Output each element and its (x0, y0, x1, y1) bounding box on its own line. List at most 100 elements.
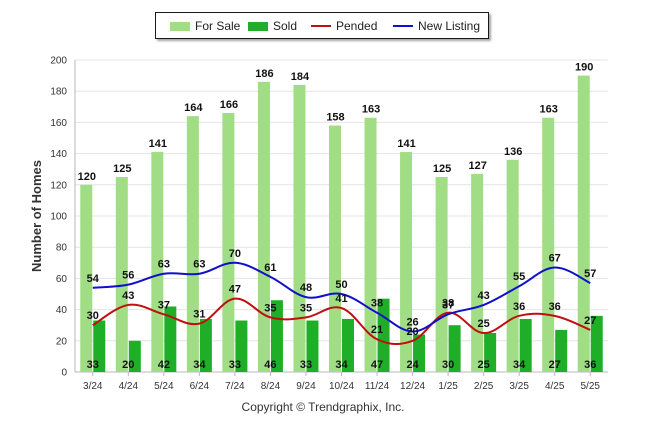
label-pended-5-24: 37 (158, 299, 170, 311)
bar-for-sale-5-24 (151, 152, 164, 372)
y-tick-label: 0 (61, 368, 67, 379)
bar-sold-7-24 (235, 320, 248, 372)
label-sold-3-25: 34 (513, 359, 526, 371)
label-for-sale-5-25: 190 (575, 62, 593, 74)
label-new-listing-12-24: 26 (406, 316, 418, 328)
bar-for-sale-5-25 (577, 75, 590, 372)
label-for-sale-10-24: 158 (326, 112, 344, 124)
x-tick-label: 4/25 (545, 381, 565, 392)
label-new-listing-7-24: 70 (229, 248, 241, 260)
label-pended-10-24: 41 (335, 293, 347, 305)
label-pended-7-24: 47 (229, 284, 241, 296)
x-tick-label: 5/24 (154, 381, 174, 392)
legend-line-new-listing (393, 25, 413, 27)
bar-sold-5-24 (164, 306, 177, 372)
x-tick-label: 10/24 (329, 381, 354, 392)
y-tick-label: 20 (56, 336, 68, 347)
label-new-listing-5-25: 57 (584, 268, 596, 280)
x-tick-label: 1/25 (438, 381, 458, 392)
line-pended (92, 297, 591, 346)
label-new-listing-10-24: 50 (335, 279, 347, 291)
bar-for-sale-2-25 (471, 173, 484, 372)
bar-sold-11-24 (377, 298, 390, 372)
bar-for-sale-11-24 (364, 117, 377, 372)
label-sold-9-24: 33 (300, 359, 312, 371)
bar-for-sale-4-24 (115, 177, 128, 372)
label-sold-11-24: 47 (371, 359, 383, 371)
label-sold-5-24: 42 (158, 359, 170, 371)
bar-sold-12-24 (413, 334, 426, 372)
label-new-listing-3-25: 55 (513, 271, 525, 283)
x-tick-label: 5/25 (580, 381, 600, 392)
label-sold-2-25: 25 (478, 359, 490, 371)
label-for-sale-3-25: 136 (504, 146, 522, 158)
legend-line-pended (311, 25, 331, 27)
x-tick-label: 4/24 (119, 381, 139, 392)
label-sold-8-24: 46 (264, 359, 276, 371)
label-new-listing-11-24: 38 (371, 298, 383, 310)
label-pended-8-24: 35 (264, 302, 276, 314)
bar-sold-9-24 (306, 320, 319, 372)
label-for-sale-6-24: 164 (184, 102, 203, 114)
copyright-text: Copyright © Trendgraphix, Inc. (241, 400, 405, 414)
label-sold-6-24: 34 (193, 359, 206, 371)
label-new-listing-5-24: 63 (158, 259, 170, 271)
label-sold-12-24: 24 (406, 359, 419, 371)
label-new-listing-4-25: 67 (549, 252, 561, 264)
label-for-sale-1-25: 125 (433, 163, 451, 175)
label-new-listing-3-24: 54 (87, 273, 100, 285)
bar-sold-4-25 (555, 329, 568, 372)
label-sold-4-25: 27 (549, 359, 561, 371)
label-for-sale-5-24: 141 (149, 138, 167, 150)
label-new-listing-8-24: 61 (264, 262, 276, 274)
bar-for-sale-12-24 (400, 152, 413, 372)
y-axis-label: Number of Homes (29, 160, 44, 272)
label-pended-4-24: 43 (122, 290, 134, 302)
legend-label-new-listing: New Listing (418, 19, 481, 33)
label-pended-11-24: 21 (371, 324, 383, 336)
x-tick-label: 7/24 (225, 381, 245, 392)
y-tick-label: 100 (50, 212, 67, 223)
label-pended-3-25: 36 (513, 301, 525, 313)
y-tick-label: 120 (50, 180, 67, 191)
label-for-sale-4-25: 163 (540, 104, 558, 116)
bar-sold-2-25 (484, 333, 497, 372)
line-new-listing (92, 261, 591, 333)
x-tick-label: 9/24 (296, 381, 316, 392)
label-pended-1-25: 38 (442, 298, 454, 310)
y-tick-label: 180 (50, 87, 67, 98)
y-tick-label: 60 (56, 274, 68, 285)
label-new-listing-1-25: 37 (442, 299, 454, 311)
label-for-sale-2-25: 127 (468, 160, 486, 172)
x-tick-label: 3/24 (83, 381, 103, 392)
label-for-sale-3-24: 120 (78, 171, 96, 183)
label-sold-5-25: 36 (584, 359, 596, 371)
bar-for-sale-1-25 (435, 177, 448, 372)
label-pended-5-25: 27 (584, 315, 596, 327)
label-for-sale-7-24: 166 (220, 99, 238, 111)
bar-sold-3-25 (519, 318, 532, 372)
x-tick-label: 11/24 (365, 381, 390, 392)
label-for-sale-11-24: 163 (362, 104, 380, 116)
label-for-sale-4-24: 125 (113, 163, 131, 175)
y-tick-label: 40 (56, 305, 68, 316)
legend-label-for-sale: For Sale (195, 19, 241, 33)
label-sold-3-24: 33 (87, 359, 99, 371)
legend-swatch-for-sale (170, 22, 190, 31)
label-for-sale-12-24: 141 (397, 138, 415, 150)
label-for-sale-9-24: 184 (291, 71, 310, 83)
label-pended-6-24: 31 (193, 309, 205, 321)
y-tick-label: 160 (50, 118, 67, 129)
bar-sold-3-24 (93, 320, 106, 372)
label-pended-9-24: 35 (300, 302, 312, 314)
legend-swatch-sold (248, 22, 268, 31)
label-new-listing-2-25: 43 (478, 290, 490, 302)
bar-for-sale-8-24 (257, 81, 270, 372)
y-tick-label: 140 (50, 149, 67, 160)
label-pended-4-25: 36 (549, 301, 561, 313)
bar-for-sale-3-24 (80, 184, 93, 372)
bar-for-sale-3-25 (506, 159, 519, 372)
bar-for-sale-4-25 (542, 117, 555, 372)
